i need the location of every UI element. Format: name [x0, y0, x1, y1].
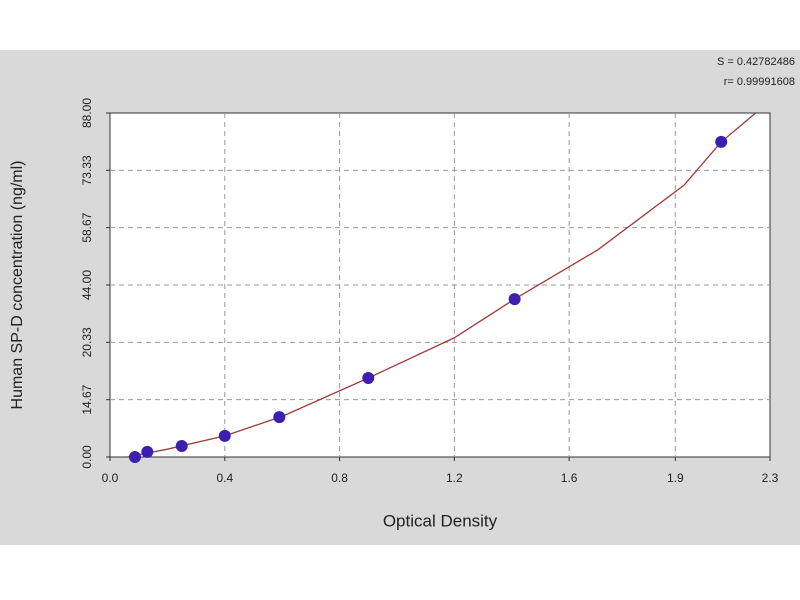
x-tick-label: 0.4 — [216, 471, 233, 485]
x-tick-label: 0.0 — [102, 471, 119, 485]
data-point — [175, 440, 188, 453]
data-point — [362, 372, 375, 385]
data-point — [128, 451, 141, 463]
y-tick-label: 44.00 — [80, 270, 94, 300]
x-tick-label: 1.6 — [561, 471, 578, 485]
data-point — [508, 293, 521, 306]
x-tick-label: 0.8 — [331, 471, 348, 485]
data-point — [141, 445, 154, 458]
y-tick-label: 73.33 — [80, 155, 94, 185]
x-tick-label: 1.2 — [446, 471, 463, 485]
data-point — [715, 135, 728, 148]
y-tick-label: 20.33 — [80, 327, 94, 357]
y-axis-label: Human SP-D concentration (ng/ml) — [9, 161, 26, 410]
fit-curve — [127, 112, 757, 458]
x-tick-label: 1.9 — [667, 471, 684, 485]
data-point — [218, 429, 231, 442]
y-tick-label: 58.67 — [80, 212, 94, 242]
annotation: r= 0.99991608 — [724, 76, 795, 88]
data-point — [273, 411, 286, 424]
y-tick-label: 88.00 — [80, 98, 94, 128]
x-axis-label: Optical Density — [383, 511, 498, 530]
y-tick-label: 0.00 — [80, 445, 94, 469]
y-tick-label: 14.67 — [80, 384, 94, 414]
annotation: S = 0.42782486 — [717, 56, 795, 68]
x-tick-label: 2.3 — [762, 471, 779, 485]
